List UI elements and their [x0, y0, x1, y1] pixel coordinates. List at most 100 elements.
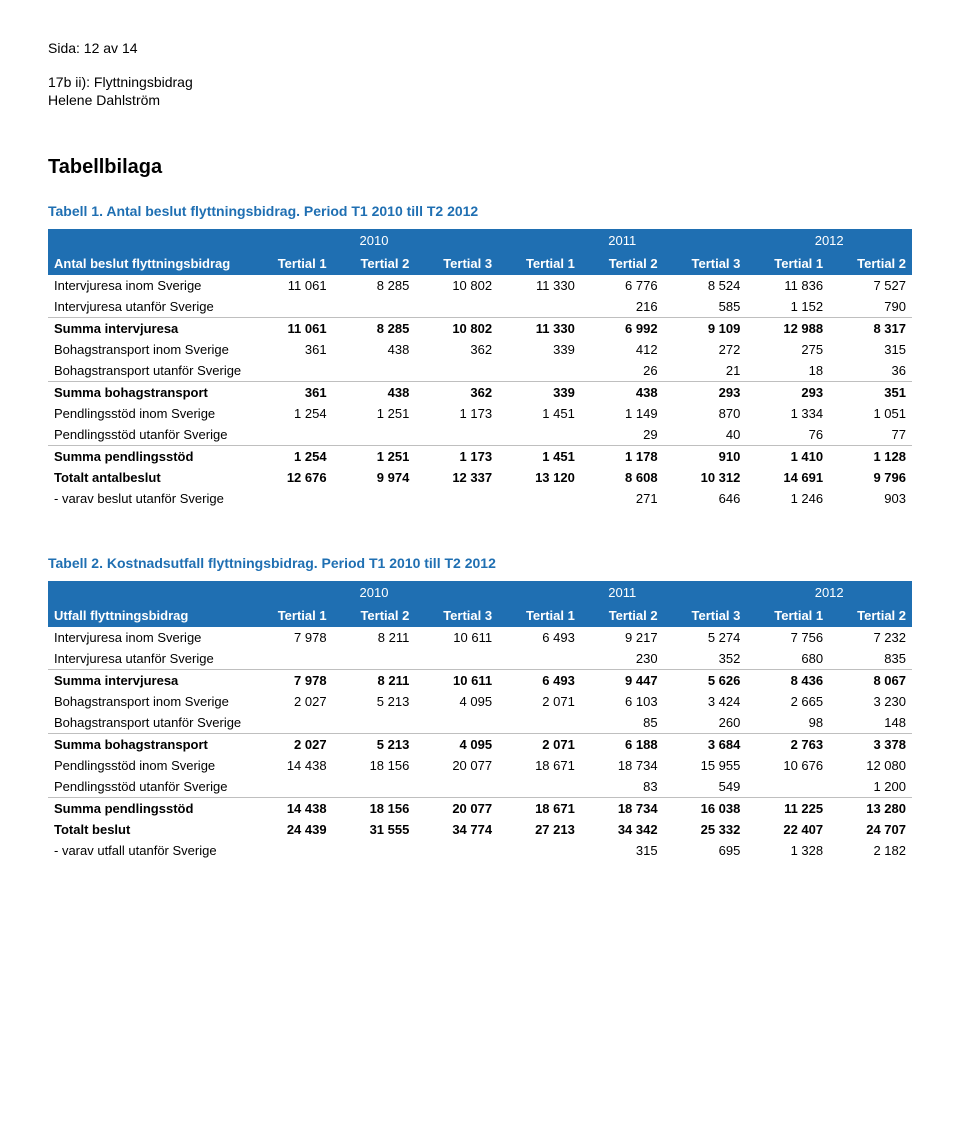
table1-cell: 11 330	[498, 318, 581, 340]
table2-cell: 10 676	[746, 755, 829, 776]
table1-cell	[498, 360, 581, 382]
table2-cell: 835	[829, 648, 912, 670]
table-row: Bohagstransport inom Sverige361438362339…	[48, 339, 912, 360]
table1-cell: 1 152	[746, 296, 829, 318]
table2-cell: 7 232	[829, 627, 912, 648]
table1-tertial-0: Tertial 1	[250, 252, 333, 275]
table2-cell: 2 071	[498, 691, 581, 712]
table1-cell	[250, 488, 333, 509]
table1-cell: 9 974	[333, 467, 416, 488]
table2-cell: 2 182	[829, 840, 912, 861]
table1-cell: 8 317	[829, 318, 912, 340]
table2-row-label: Bohagstransport inom Sverige	[48, 691, 250, 712]
table1-cell: 76	[746, 424, 829, 446]
table2-cell: 260	[664, 712, 747, 734]
table2-row-label: Intervjuresa inom Sverige	[48, 627, 250, 648]
table2-cell	[498, 776, 581, 798]
table1-cell: 361	[250, 339, 333, 360]
table2-cell	[415, 712, 498, 734]
table2-cell: 10 611	[415, 627, 498, 648]
table1-cell: 9 109	[664, 318, 747, 340]
table2-cell: 6 493	[498, 627, 581, 648]
table1: Antal beslut flyttningsbidrag 2010 2011 …	[48, 229, 912, 509]
table1-cell: 438	[333, 382, 416, 404]
table1-row-label: Summa pendlingsstöd	[48, 446, 250, 468]
table2-tertial-4: Tertial 2	[581, 604, 664, 627]
table2-cell: 3 378	[829, 734, 912, 756]
table1-cell: 438	[581, 382, 664, 404]
table1-cell: 362	[415, 339, 498, 360]
table2-cell	[250, 776, 333, 798]
table2-cell: 14 438	[250, 755, 333, 776]
table2-row-label: Summa pendlingsstöd	[48, 798, 250, 820]
table1-cell: 1 149	[581, 403, 664, 424]
table1-cell: 293	[664, 382, 747, 404]
table2-cell: 18 156	[333, 798, 416, 820]
table2-title: Tabell 2. Kostnadsutfall flyttningsbidra…	[48, 555, 912, 571]
table1-year-2: 2012	[746, 229, 912, 252]
table2-cell: 5 213	[333, 734, 416, 756]
table1-cell: 11 061	[250, 275, 333, 296]
table2-cell	[415, 648, 498, 670]
table2-row-label: Intervjuresa utanför Sverige	[48, 648, 250, 670]
table1-cell: 293	[746, 382, 829, 404]
table1-cell: 26	[581, 360, 664, 382]
table1-cell: 339	[498, 339, 581, 360]
table1-cell: 8 285	[333, 318, 416, 340]
table2-cell	[250, 648, 333, 670]
table1-cell: 36	[829, 360, 912, 382]
table1-cell: 12 988	[746, 318, 829, 340]
table-row: Summa bohagstransport3614383623394382932…	[48, 382, 912, 404]
table2-tertial-7: Tertial 2	[829, 604, 912, 627]
table2-row-label: - varav utfall utanför Sverige	[48, 840, 250, 861]
table1-cell	[415, 296, 498, 318]
table2-cell: 8 067	[829, 670, 912, 692]
table2-cell: 3 424	[664, 691, 747, 712]
table1-cell	[415, 360, 498, 382]
table1-cell: 14 691	[746, 467, 829, 488]
table2-row-label: Pendlingsstöd utanför Sverige	[48, 776, 250, 798]
table1-row-label: Pendlingsstöd inom Sverige	[48, 403, 250, 424]
table1-cell: 11 330	[498, 275, 581, 296]
table1-cell	[333, 424, 416, 446]
table2-cell: 34 774	[415, 819, 498, 840]
table2-cell: 9 217	[581, 627, 664, 648]
table2-cell: 83	[581, 776, 664, 798]
table1-title: Tabell 1. Antal beslut flyttningsbidrag.…	[48, 203, 912, 219]
table1-cell: 77	[829, 424, 912, 446]
table2-cell: 8 211	[333, 627, 416, 648]
table1-cell	[333, 296, 416, 318]
table2-cell: 18 734	[581, 755, 664, 776]
table1-cell	[415, 488, 498, 509]
table1-cell: 1 051	[829, 403, 912, 424]
table2-cell: 13 280	[829, 798, 912, 820]
table1-cell: 438	[333, 339, 416, 360]
table2-cell	[333, 840, 416, 861]
table1-tertial-2: Tertial 3	[415, 252, 498, 275]
table-row: Totalt beslut24 43931 55534 77427 21334 …	[48, 819, 912, 840]
table2-cell: 5 626	[664, 670, 747, 692]
table1-cell: 585	[664, 296, 747, 318]
table2-cell: 14 438	[250, 798, 333, 820]
table1-cell: 1 451	[498, 446, 581, 468]
table2-cell: 549	[664, 776, 747, 798]
table-row: Intervjuresa utanför Sverige230352680835	[48, 648, 912, 670]
table2-cell: 20 077	[415, 798, 498, 820]
table2-cell	[498, 840, 581, 861]
table-row: Bohagstransport inom Sverige2 0275 2134 …	[48, 691, 912, 712]
table-row: Bohagstransport utanför Sverige852609814…	[48, 712, 912, 734]
table1-cell: 216	[581, 296, 664, 318]
table1-cell: 646	[664, 488, 747, 509]
table1-cell: 1 128	[829, 446, 912, 468]
table1-cell: 271	[581, 488, 664, 509]
table1-cell	[333, 360, 416, 382]
table2-cell	[498, 712, 581, 734]
table2-cell	[498, 648, 581, 670]
table1-cell: 910	[664, 446, 747, 468]
table1-cell: 351	[829, 382, 912, 404]
table-row: Intervjuresa inom Sverige7 9788 21110 61…	[48, 627, 912, 648]
table2-cell: 2 071	[498, 734, 581, 756]
table2-cell: 2 763	[746, 734, 829, 756]
table2-cell: 16 038	[664, 798, 747, 820]
table2-cell: 315	[581, 840, 664, 861]
